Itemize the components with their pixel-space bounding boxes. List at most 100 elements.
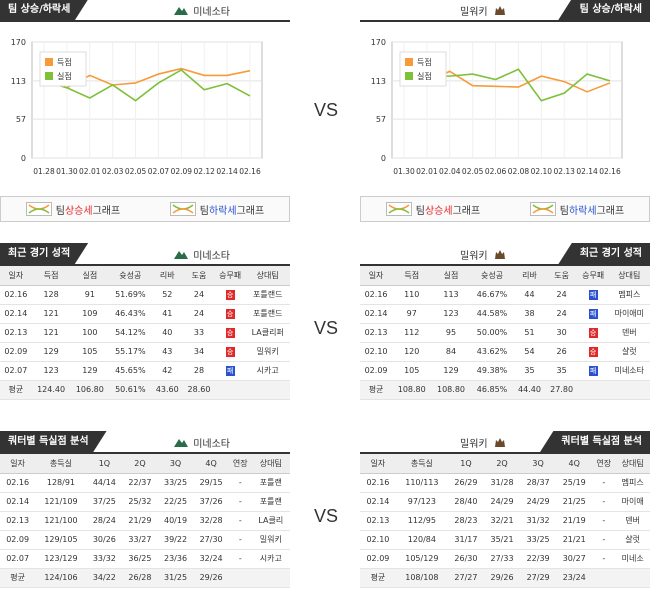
table-row: 02.14 97 123 44.58% 38 24 패 마이애미 [360,304,650,324]
right-legend-down-prefix: 팀 [559,205,569,217]
y-tick-label: 170 [11,38,26,47]
average-cell [577,380,609,400]
table-cell: 129 [31,342,71,362]
opponent-cell: 샬럿 [608,342,650,362]
table-cell: 포틀랜 [251,473,290,493]
table-cell: 112/95 [395,511,448,531]
average-row: 평균 108.80 108.80 46.85% 44.40 27.80 [360,380,650,400]
average-cell: 평균 [360,568,396,588]
column-header: 득점 [31,266,71,286]
left-trend-team: 미네소타 [174,3,230,18]
table-cell: 34 [183,342,215,362]
left-recent-header: 최근 경기 성적 미네소타 [0,244,290,266]
column-header: 슛성공 [109,266,152,286]
column-header: 총득실 [395,454,448,474]
column-header: 연장 [592,454,616,474]
right-recent-table: 일자 득점 실점 슛성공 리바 도움 승무패 상대팀 02.16 110 113 46.67% 44 24… [360,266,650,400]
x-tick-label: 02.01 [79,167,101,176]
right-trend-panel: 밀워키 팀 상승/하락세 [360,0,650,22]
result-cell: 승 [577,323,609,343]
average-cell: 46.85% [470,380,514,400]
table-cell: 97 [392,304,432,324]
left-legend-down-prefix: 팀 [199,205,209,217]
average-cell: 106.80 [70,380,110,400]
table-cell: 120/84 [395,530,448,550]
left-quarter-team-name: 미네소타 [193,438,230,450]
result-badge: 패 [588,289,598,300]
opponent-cell: 덴버 [608,323,650,343]
table-cell: 02.10 [360,342,393,362]
average-cell: 27.80 [545,380,578,400]
table-cell: 29/15 [193,473,229,493]
table-cell: 43 [151,342,184,362]
table-cell: 33 [183,323,215,343]
table-row: 02.14 97/123 28/40 24/29 24/29 21/25- 마이애 [360,492,650,512]
column-header: 상대팀 [245,266,290,286]
column-header: 승무패 [214,266,246,286]
average-cell: 29/26 [193,568,229,588]
average-cell: 108/108 [395,568,448,588]
y-tick-label: 113 [371,77,386,86]
table-cell: 02.09 [360,361,393,381]
right-legend-down-word: 하락세 [568,205,597,217]
table-cell: 36/25 [122,549,158,569]
table-row: 02.09 129 105 55.17% 43 34 승 밀워키 [0,342,290,362]
right-recent-team: 밀워키 [460,247,507,262]
table-cell: 121/100 [35,511,87,531]
column-header: 3Q [157,454,194,474]
table-cell: 123 [31,361,71,381]
table-cell: 44/14 [86,473,123,493]
opponent-cell: 시카고 [245,361,290,381]
table-cell: 밀워키 [251,530,290,550]
y-tick-label: 170 [371,38,386,47]
table-cell: 105 [70,342,110,362]
opponent-cell: 미네소타 [608,361,650,381]
table-cell: 02.10 [360,530,396,550]
column-header: 일자 [360,266,393,286]
result-badge: 패 [588,308,598,319]
x-tick-label: 01.28 [33,167,55,176]
table-row: 02.16 128/91 44/14 22/37 33/25 29/15- 포틀랜 [0,473,290,493]
table-cell: 32/21 [483,511,521,531]
left-legend-up-suffix: 그래프 [92,205,121,217]
table-row: 02.07 123 129 45.65% 42 28 패 시카고 [0,361,290,381]
result-badge: 승 [225,346,235,357]
table-cell: 02.13 [360,511,396,531]
table-cell: - [228,549,252,569]
average-cell: 26/28 [122,568,158,588]
legend-entry: 실점 [57,71,72,81]
right-legend-up-word: 상승세 [424,205,453,217]
right-trend-header: 밀워키 팀 상승/하락세 [360,0,650,22]
table-cell: 39/22 [157,530,194,550]
table-cell: - [228,530,252,550]
table-cell: 23/36 [157,549,194,569]
legend-swatch [405,58,413,66]
average-cell: 27/29 [520,568,557,588]
table-row: 02.10 120 84 43.62% 54 26 승 샬럿 [360,342,650,362]
table-header-row: 일자 득점 실점 슛성공 리바 도움 승무패 상대팀 [0,266,290,286]
table-cell: 121 [31,323,71,343]
average-cell [608,380,650,400]
column-header: 4Q [193,454,229,474]
column-header: 총득실 [35,454,87,474]
table-cell: 51.69% [109,285,152,305]
right-quarter-header: 밀워키 쿼터별 득실점 분석 [360,431,650,454]
table-row: 02.07 123/129 33/32 36/25 23/36 32/24- 시카고 [0,549,290,569]
table-cell: 38 [513,304,546,324]
table-cell: 113 [431,285,471,305]
opponent-cell: 마이애미 [608,304,650,324]
result-cell: 승 [577,342,609,362]
result-badge: 승 [225,327,235,338]
table-cell: 110/113 [395,473,448,493]
average-cell: 29/26 [483,568,521,588]
right-legend-down-suffix: 그래프 [596,205,625,217]
y-tick-label: 57 [376,115,386,124]
result-badge: 승 [225,289,235,300]
table-cell: - [228,511,252,531]
average-cell [592,568,616,588]
left-quarter-team: 미네소타 [174,435,230,450]
result-cell: 패 [577,285,609,305]
table-cell: 40 [151,323,184,343]
